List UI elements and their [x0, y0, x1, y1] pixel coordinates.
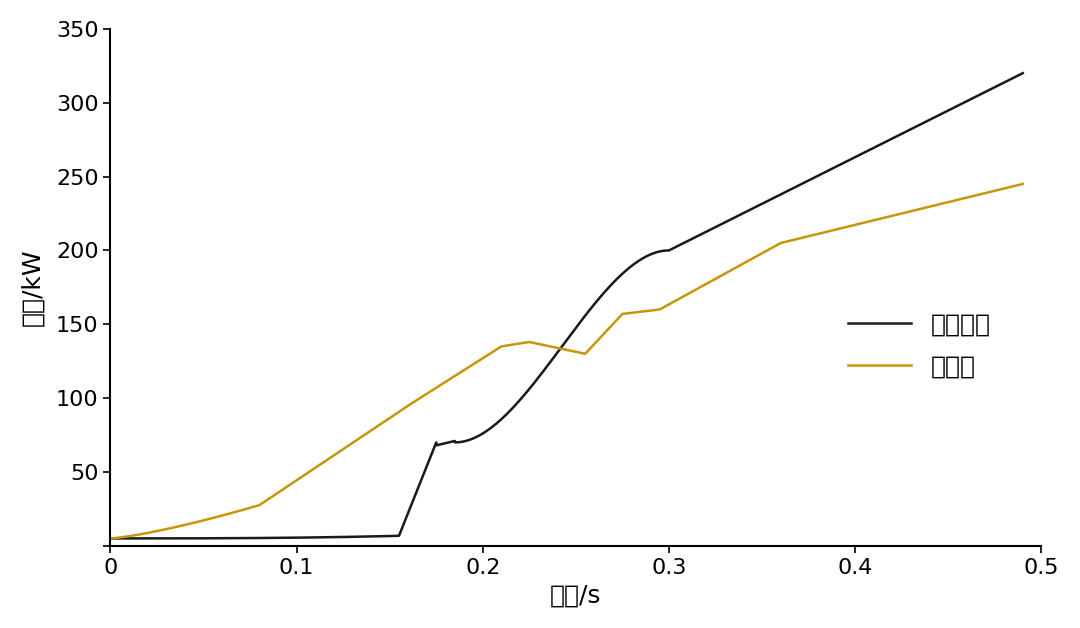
- 蓄电池: [104, 534, 117, 542]
- 超级电容: [900, 127, 913, 135]
- 蓄电池: [491, 345, 504, 353]
- 超级电容: [998, 78, 1011, 86]
- 超级电容: [494, 417, 507, 425]
- 蓄电池: [510, 340, 523, 348]
- 超级电容: [1016, 69, 1029, 77]
- Y-axis label: 功率/kW: 功率/kW: [21, 249, 45, 326]
- X-axis label: 时间/s: 时间/s: [550, 583, 602, 607]
- Line: 蓄电池: 蓄电池: [110, 184, 1023, 538]
- Legend: 超级电容, 蓄电池: 超级电容, 蓄电池: [838, 303, 1001, 389]
- 超级电容: [262, 534, 275, 542]
- 超级电容: [104, 534, 117, 542]
- 蓄电池: [623, 309, 636, 317]
- 蓄电池: [526, 339, 539, 347]
- 蓄电池: [1016, 180, 1029, 188]
- 蓄电池: [212, 513, 225, 521]
- 超级电容: [454, 438, 467, 446]
- 超级电容: [208, 534, 221, 542]
- 蓄电池: [175, 522, 188, 529]
- Line: 超级电容: 超级电容: [110, 73, 1023, 538]
